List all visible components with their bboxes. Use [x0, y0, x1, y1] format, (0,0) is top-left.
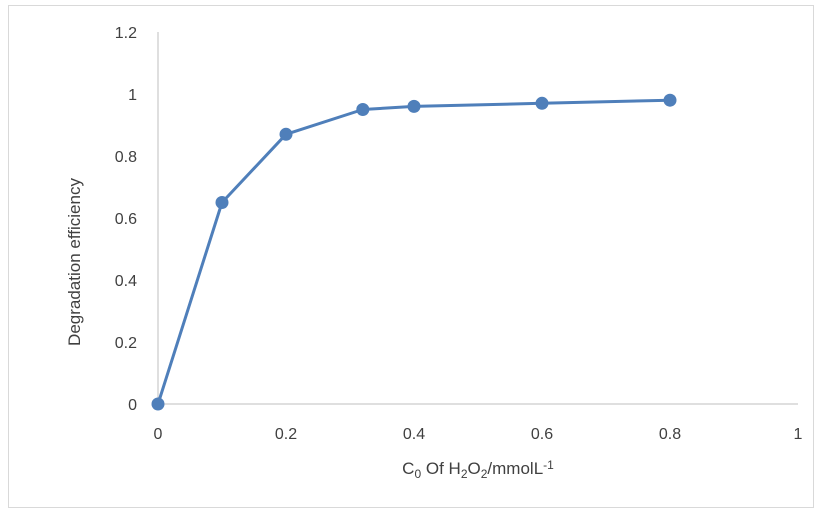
- data-point: [215, 196, 229, 209]
- x-tick-label: 0: [154, 426, 163, 443]
- x-tick-labels: 0 0.2 0.4 0.6 0.8 1: [154, 426, 803, 443]
- x-tick-label: 0.4: [403, 426, 425, 443]
- x-tick-label: 0.2: [275, 426, 297, 443]
- data-point: [663, 93, 677, 107]
- data-point: [407, 99, 421, 113]
- x-tick-label: 0.6: [531, 426, 553, 443]
- y-tick-labels: 0 0.2 0.4 0.6 0.8 1 1.2: [115, 25, 137, 414]
- y-tick-label: 0.8: [115, 149, 137, 166]
- y-tick-label: 1.2: [115, 25, 137, 42]
- y-tick-label: 0: [128, 397, 137, 414]
- series-layer: [151, 93, 677, 411]
- data-point: [279, 127, 293, 141]
- y-tick-label: 0.4: [115, 273, 137, 290]
- y-axis-title: Degradation efficiency: [65, 178, 84, 346]
- data-point: [151, 397, 165, 411]
- x-axis-title: C0 Of H2O2/mmolL-1: [402, 458, 554, 481]
- x-tick-label: 1: [794, 426, 803, 443]
- y-tick-label: 0.6: [115, 211, 137, 228]
- chart-area: [8, 5, 814, 508]
- y-tick-label: 1: [128, 87, 137, 104]
- y-tick-label: 0.2: [115, 335, 137, 352]
- data-point: [356, 103, 370, 116]
- series-line: [156, 98, 671, 405]
- x-tick-label: 0.8: [659, 426, 681, 443]
- data-point: [535, 96, 549, 110]
